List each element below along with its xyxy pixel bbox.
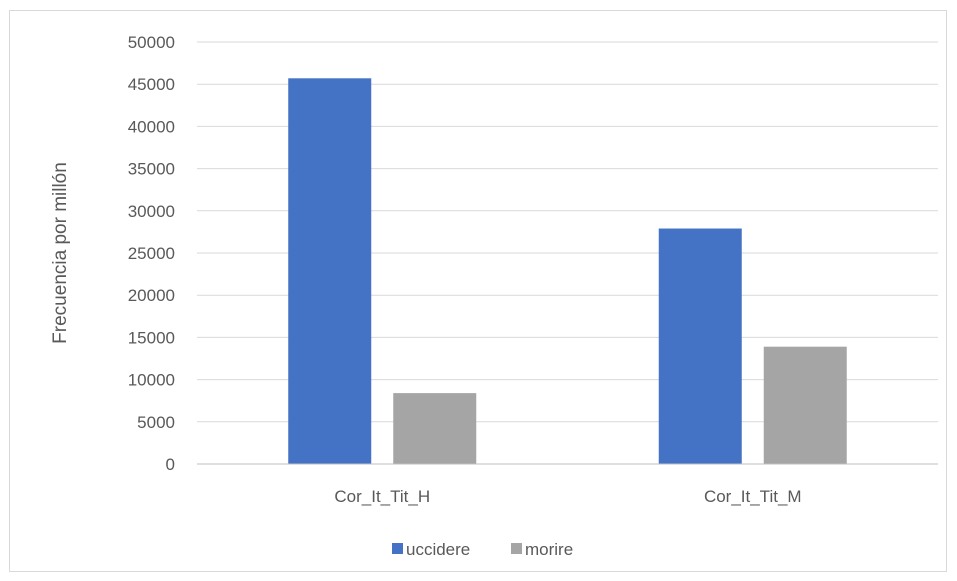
bar-morire-Cor_It_Tit_H [393,393,477,464]
legend-swatch-uccidere [392,543,403,554]
y-tick-label: 0 [166,455,175,474]
y-tick-label: 30000 [128,202,175,221]
bars [288,78,847,465]
x-axis-ticks: Cor_It_Tit_H Cor_It_Tit_M [334,487,801,506]
y-tick-label: 10000 [128,371,175,390]
y-tick-label: 5000 [137,413,175,432]
bar-morire-Cor_It_Tit_M [763,346,847,464]
bar-uccidere-Cor_It_Tit_H [288,78,372,465]
y-tick-label: 50000 [128,33,175,52]
y-tick-label: 15000 [128,328,175,347]
y-tick-label: 35000 [128,160,175,179]
legend-label-uccidere: uccidere [406,540,470,559]
y-tick-label: 20000 [128,286,175,305]
legend-label-morire: morire [525,540,573,559]
chart-frame [9,10,947,572]
x-tick-label: Cor_It_Tit_M [704,487,802,506]
y-tick-label: 45000 [128,75,175,94]
y-tick-label: 25000 [128,244,175,263]
bar-uccidere-Cor_It_Tit_M [658,228,742,464]
x-tick-label: Cor_It_Tit_H [334,487,430,506]
legend: uccidere morire [392,540,573,559]
y-tick-label: 40000 [128,117,175,136]
legend-swatch-morire [511,543,522,554]
y-axis-label: Frecuencia por millón [50,162,71,344]
y-axis-ticks: 0 5000 10000 15000 20000 25000 30000 35000 40000… [128,33,175,474]
